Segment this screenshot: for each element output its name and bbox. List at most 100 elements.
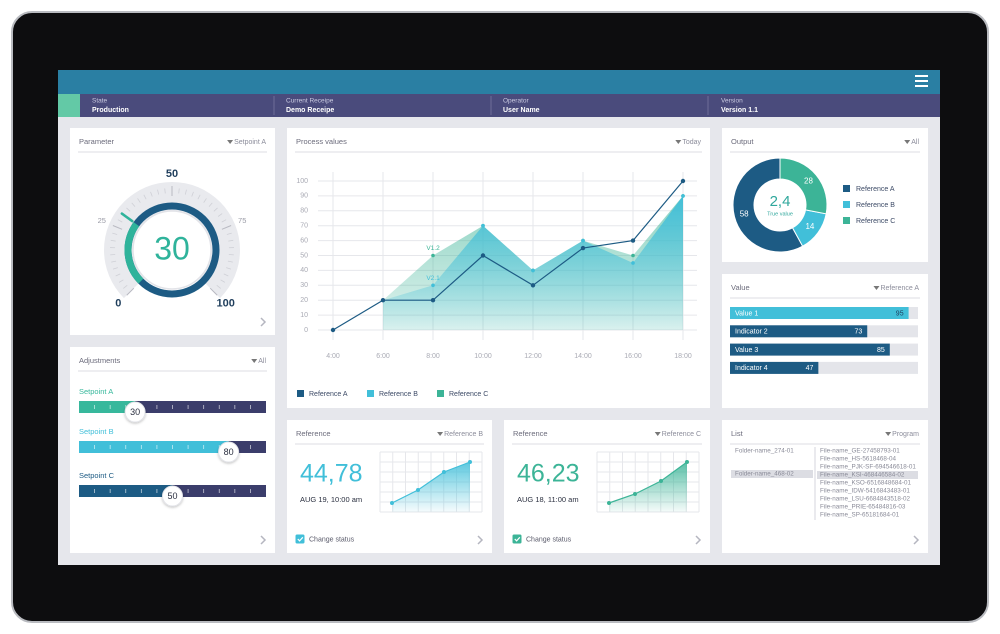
file-item[interactable]: File-name_PRIE-65484816-03 bbox=[820, 504, 906, 511]
card-title: Reference bbox=[513, 429, 548, 438]
dropdown-arrow[interactable] bbox=[251, 359, 258, 363]
gauge-minor-tick bbox=[137, 198, 141, 203]
slider-fill bbox=[79, 401, 136, 413]
slider-knob[interactable] bbox=[162, 485, 183, 507]
gauge-minor-tick bbox=[208, 202, 213, 207]
area-point bbox=[431, 283, 435, 288]
file-item[interactable]: File-name_IDW-5416843483-01 bbox=[820, 488, 910, 495]
gauge-tick bbox=[112, 225, 123, 230]
dropdown-arrow[interactable] bbox=[873, 286, 880, 290]
spark-point bbox=[468, 460, 472, 464]
gauge-minor-tick bbox=[221, 219, 227, 223]
gauge-minor-tick bbox=[203, 198, 207, 203]
dropdown-arrow[interactable] bbox=[904, 140, 911, 144]
slider-knob[interactable] bbox=[124, 401, 146, 423]
dropdown-arrow[interactable] bbox=[675, 140, 682, 144]
dropdown-arrow[interactable] bbox=[654, 432, 661, 436]
status-label: State bbox=[92, 98, 108, 105]
big-value: 46,23 bbox=[517, 460, 580, 488]
chevron[interactable] bbox=[260, 535, 267, 545]
big-value: 44,78 bbox=[300, 460, 363, 488]
checkbox-label[interactable]: Change status bbox=[526, 536, 572, 543]
chevron[interactable] bbox=[913, 535, 920, 545]
card-selector[interactable]: Setpoint A bbox=[234, 139, 266, 146]
file-item[interactable]: File-name_KSI-468446584-02 bbox=[820, 472, 905, 479]
x-tick-label: 10:00 bbox=[474, 353, 492, 360]
card-selector[interactable]: Reference A bbox=[880, 285, 919, 292]
gauge-minor-tick bbox=[143, 194, 147, 200]
checkbox-label[interactable]: Change status bbox=[309, 536, 355, 543]
gauge-needle bbox=[120, 212, 134, 223]
list-selection bbox=[817, 471, 918, 479]
gauge-tick-label: 75 bbox=[238, 216, 246, 225]
card-selector[interactable]: Reference B bbox=[444, 431, 483, 438]
area-point bbox=[631, 261, 635, 265]
checkbox[interactable] bbox=[512, 534, 522, 544]
spark-line bbox=[608, 461, 688, 504]
checkbox[interactable] bbox=[295, 534, 305, 544]
card bbox=[722, 420, 928, 553]
slider-value: 80 bbox=[224, 447, 234, 457]
slider-label: Setpoint B bbox=[79, 427, 114, 436]
bar-label: Indicator 2 bbox=[735, 329, 768, 336]
slider-label: Setpoint A bbox=[79, 387, 113, 396]
gauge-minor-tick bbox=[184, 189, 187, 195]
gauge-minor-tick bbox=[117, 219, 123, 223]
area bbox=[383, 195, 683, 330]
chevron[interactable] bbox=[260, 317, 267, 327]
file-item[interactable]: File-name_HS-5618468-04 bbox=[820, 456, 896, 463]
area-point bbox=[481, 223, 485, 228]
bar bbox=[730, 343, 890, 356]
dropdown-arrow[interactable] bbox=[885, 432, 892, 436]
card-selector[interactable]: All bbox=[258, 358, 266, 365]
bar bbox=[730, 325, 868, 338]
donut-segment bbox=[732, 157, 804, 253]
dropdown-arrow[interactable] bbox=[437, 432, 444, 436]
donut-center-label: True value bbox=[767, 211, 793, 217]
folder-item[interactable]: Folder-name_468-02 bbox=[735, 471, 794, 478]
spark-point bbox=[659, 479, 663, 483]
gauge-center bbox=[132, 210, 212, 290]
gauge-minor-tick bbox=[220, 279, 226, 283]
file-item[interactable]: File-name_PJK-SF-694546618-01 bbox=[820, 464, 916, 471]
gauge-minor-tick bbox=[227, 260, 233, 263]
y-tick-label: 50 bbox=[300, 252, 308, 259]
file-item[interactable]: File-name_LSU-6684843518-02 bbox=[820, 496, 910, 503]
legend-swatch bbox=[297, 390, 304, 397]
card-selector[interactable]: Program bbox=[892, 431, 919, 438]
x-tick-label: 14:00 bbox=[574, 353, 592, 360]
chevron[interactable] bbox=[695, 535, 702, 545]
x-tick-label: 6:00 bbox=[376, 353, 390, 360]
dropdown-arrow[interactable] bbox=[227, 140, 234, 144]
legend-swatch bbox=[843, 201, 850, 208]
area-point bbox=[431, 253, 435, 258]
gauge-tick-label: 100 bbox=[217, 298, 235, 310]
card-selector[interactable]: All bbox=[911, 139, 919, 146]
chevron[interactable] bbox=[477, 535, 484, 545]
x-tick-label: 4:00 bbox=[326, 353, 340, 360]
slider-fill bbox=[79, 441, 229, 453]
file-item[interactable]: File-name_KSO-6516848684-01 bbox=[820, 480, 912, 487]
bar-value: 73 bbox=[854, 329, 862, 336]
donut-label: 58 bbox=[740, 209, 749, 218]
spark-area bbox=[609, 462, 687, 512]
gauge-value: 30 bbox=[154, 230, 190, 266]
card-selector[interactable]: Reference C bbox=[662, 431, 701, 438]
gauge-minor-tick bbox=[197, 194, 201, 200]
file-item[interactable]: File-name_SP-65181684-01 bbox=[820, 512, 900, 519]
status-bar bbox=[58, 94, 940, 117]
area-point bbox=[531, 268, 535, 273]
gauge-tick bbox=[126, 287, 135, 296]
card-title: Output bbox=[731, 137, 754, 146]
slider-knob[interactable] bbox=[218, 441, 240, 463]
line-point bbox=[480, 253, 486, 258]
status-label: Operator bbox=[503, 98, 529, 105]
legend-label: Reference B bbox=[856, 202, 895, 209]
file-item[interactable]: File-name_GE-27458793-01 bbox=[820, 448, 900, 455]
menu-line bbox=[915, 75, 928, 77]
status-value: Demo Receipe bbox=[286, 107, 334, 114]
card-selector[interactable]: Today bbox=[682, 139, 701, 146]
menu-button[interactable] bbox=[915, 75, 928, 87]
folder-item[interactable]: Folder-name_274-01 bbox=[735, 448, 794, 455]
